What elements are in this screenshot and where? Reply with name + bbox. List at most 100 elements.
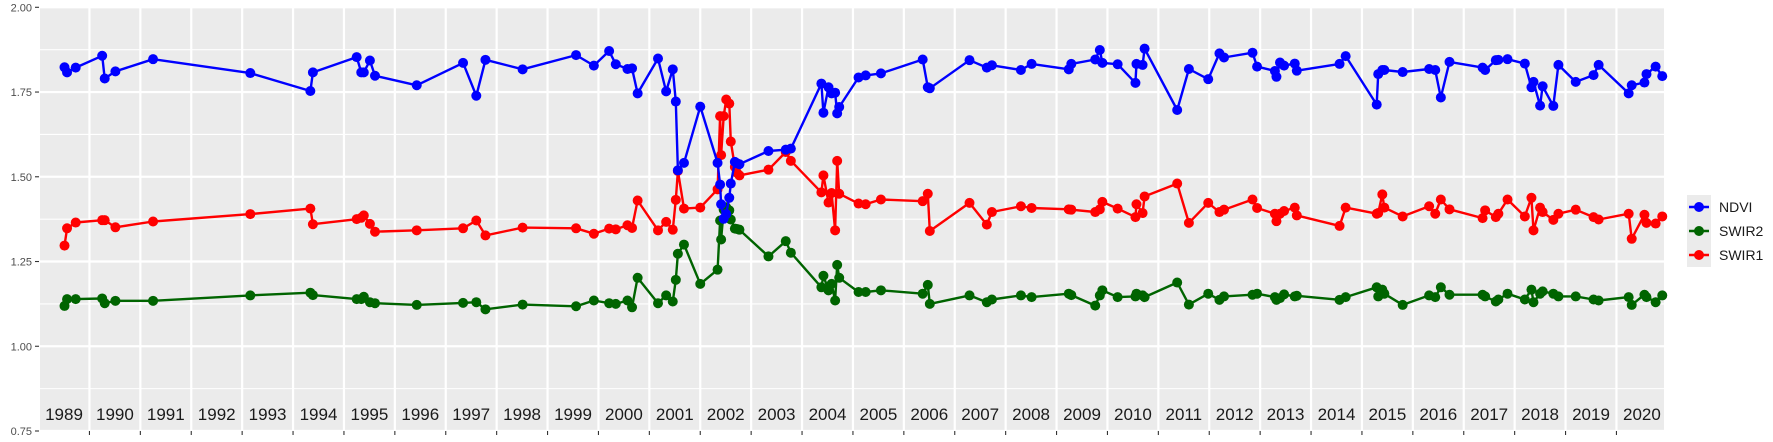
data-point-ndvi [670,96,681,107]
data-point-swir1 [99,215,110,226]
data-point-swir1 [1279,206,1290,217]
data-point-swir2 [653,298,664,309]
data-point-swir1 [1570,204,1581,215]
data-point-ndvi [1379,65,1390,76]
data-point-swir1 [763,164,774,175]
data-point-swir1 [678,203,689,214]
data-point-swir1 [571,223,582,234]
data-point-ndvi [1537,81,1548,92]
data-point-swir1 [1183,217,1194,228]
data-point-swir1 [1526,192,1537,203]
data-point-ndvi [1334,58,1345,69]
data-point-ndvi [1519,58,1530,69]
data-point-swir1 [1639,209,1650,220]
data-point-swir2 [1112,292,1123,303]
data-point-swir1 [358,210,369,221]
data-point-ndvi [661,86,672,97]
data-point-swir2 [62,294,73,305]
data-point-swir1 [875,194,886,205]
data-point-ndvi [1650,61,1661,72]
data-point-swir1 [1271,216,1282,227]
year-label: 2020 [1623,405,1661,424]
series-ndvi [59,43,1668,224]
data-point-ndvi [245,68,256,79]
data-point-swir2 [1397,299,1408,310]
data-point-swir2 [785,247,796,258]
data-point-swir2 [1626,299,1637,310]
data-point-swir1 [695,202,706,213]
data-point-swir1 [1247,194,1258,205]
data-point-swir1 [718,111,729,122]
data-point-swir1 [785,155,796,166]
data-point-swir1 [818,170,829,181]
year-label: 2018 [1521,405,1559,424]
year-label: 2011 [1166,405,1203,424]
data-point-swir1 [1430,208,1441,219]
data-point-swir1 [725,136,736,147]
data-point-swir1 [964,197,975,208]
year-label: 2013 [1267,405,1305,424]
data-point-swir1 [724,98,735,109]
data-point-swir2 [734,224,745,235]
data-point-swir1 [1477,213,1488,224]
data-point-swir2 [571,301,582,312]
data-point-ndvi [695,101,706,112]
data-point-ndvi [1130,77,1141,88]
year-label: 1993 [249,405,287,424]
year-label: 2005 [859,405,897,424]
data-point-ndvi [358,67,369,78]
data-point-swir2 [763,251,774,262]
data-point-swir2 [1502,288,1513,299]
data-point-swir2 [1203,288,1214,299]
data-point-ndvi [1279,60,1290,71]
data-point-ndvi [834,101,845,112]
year-label: 1992 [198,405,236,424]
data-point-swir1 [860,199,871,210]
data-point-swir2 [1528,297,1539,308]
data-point-swir1 [1289,202,1300,213]
year-label: 1998 [503,405,541,424]
data-point-swir2 [1444,289,1455,300]
year-label: 2002 [707,405,745,424]
data-point-ndvi [588,60,599,71]
data-point-swir1 [1172,178,1183,189]
year-labels: 1989 1990 1991 1992 1993 1994 1995 1996 1997 1998… [45,405,1661,424]
data-point-ndvi [724,192,735,203]
data-point-swir1 [59,240,70,251]
data-point-swir2 [471,297,482,308]
data-point-ndvi [1097,57,1108,68]
data-point-swir1 [667,224,678,235]
data-point-swir2 [1379,288,1390,299]
data-point-swir2 [1219,291,1230,302]
data-point-swir2 [1139,292,1150,303]
data-point-swir1 [1379,202,1390,213]
data-point-swir2 [661,290,672,301]
data-point-swir2 [1593,295,1604,306]
data-point-ndvi [1139,43,1150,54]
data-point-ndvi [1641,69,1652,80]
data-point-ndvi [1066,58,1077,69]
year-label: 2014 [1318,405,1356,424]
data-point-swir1 [1291,210,1302,221]
data-point-swir1 [734,170,745,181]
data-point-ndvi [1247,47,1258,58]
y-tick-label: 1.50 [11,172,32,184]
data-point-swir2 [148,295,159,306]
data-point-swir1 [369,226,380,237]
data-point-swir1 [471,215,482,226]
data-point-ndvi [1397,67,1408,78]
data-point-swir2 [458,297,469,308]
data-point-ndvi [1535,100,1546,111]
data-point-swir1 [1626,233,1637,244]
y-axis: 0.75 1.00 1.25 1.50 1.75 2.00 [11,2,39,438]
year-label: 1997 [452,405,490,424]
data-point-swir1 [1502,194,1513,205]
data-point-swir1 [924,226,935,237]
data-point-swir2 [670,274,681,285]
data-point-swir2 [830,295,841,306]
data-point-swir2 [917,288,928,299]
data-point-swir2 [667,296,678,307]
data-point-swir1 [922,188,933,199]
y-tick-label: 1.75 [11,87,32,99]
data-point-ndvi [110,66,121,77]
